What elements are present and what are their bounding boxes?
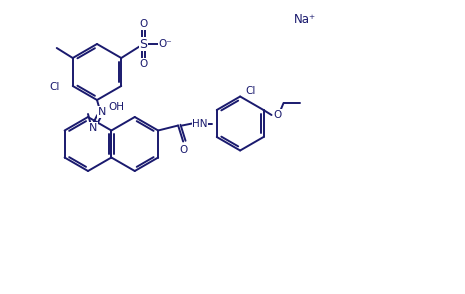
Text: Cl: Cl (49, 82, 60, 92)
Text: OH: OH (108, 102, 124, 112)
Text: O⁻: O⁻ (159, 39, 172, 49)
Text: HN: HN (193, 118, 208, 128)
Text: S: S (139, 38, 147, 51)
Text: O: O (140, 59, 148, 69)
Text: N: N (89, 123, 97, 133)
Text: N: N (98, 107, 106, 117)
Text: Na⁺: Na⁺ (294, 13, 316, 26)
Text: O: O (140, 19, 148, 29)
Text: O: O (179, 144, 187, 155)
Text: Cl: Cl (245, 86, 256, 96)
Text: O: O (273, 110, 282, 120)
